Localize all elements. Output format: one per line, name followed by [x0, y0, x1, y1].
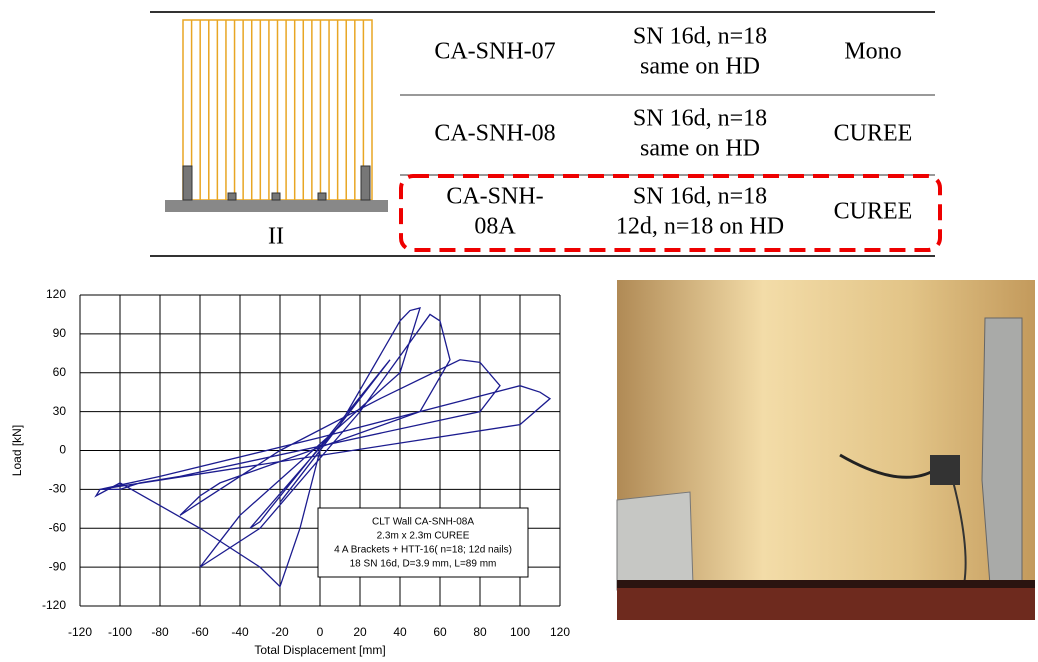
y-tick-label: 60 [53, 365, 67, 379]
x-tick-label: 0 [317, 625, 324, 639]
page: II CA-SNH-07SN 16d, n=18same on HDMonoCA… [0, 0, 1038, 662]
y-tick-label: -120 [42, 598, 66, 612]
cell-text: CUREE [834, 121, 913, 147]
y-tick-label: 120 [46, 287, 66, 301]
cell-text: SN 16d, n=18 [633, 184, 767, 210]
x-tick-label: -60 [191, 625, 209, 639]
wall-diagram: II [165, 20, 388, 250]
diagram-label: II [268, 224, 284, 250]
x-tick-label: 20 [353, 625, 367, 639]
y-tick-label: 30 [53, 404, 67, 418]
x-axis-label: Total Displacement [mm] [254, 643, 385, 657]
cell-text: CA-SNH-07 [434, 39, 555, 65]
x-tick-label: 40 [393, 625, 407, 639]
x-tick-label: -100 [108, 625, 132, 639]
annotation-text: 2.3m x 2.3m CUREE [377, 531, 470, 542]
cell-text: 08A [474, 214, 516, 240]
y-tick-label: -30 [49, 482, 67, 496]
cell-text: CA-SNH- [446, 184, 543, 210]
cell-text: same on HD [640, 54, 760, 80]
photo [617, 280, 1035, 620]
x-tick-label: -80 [151, 625, 169, 639]
x-tick-label: 120 [550, 625, 570, 639]
cell-text: CUREE [834, 199, 913, 225]
cell-text: SN 16d, n=18 [633, 24, 767, 50]
y-tick-label: -90 [49, 559, 67, 573]
cell-text: Mono [844, 39, 901, 65]
annotation-text: 4 A Brackets + HTT-16( n=18; 12d nails) [334, 545, 512, 556]
y-axis-label: Load [kN] [10, 425, 24, 476]
x-tick-label: -120 [68, 625, 92, 639]
y-tick-label: 0 [59, 443, 66, 457]
y-tick-label: -60 [49, 520, 67, 534]
cell-text: SN 16d, n=18 [633, 106, 767, 132]
chart: -120 -100 -80 -60 -40 -20 0 20 40 60 80 100 120 -120 -… [10, 287, 570, 657]
x-tick-label: 100 [510, 625, 530, 639]
table: CA-SNH-07 SN 16d, n=18 same on HD Mono CA-SN… [434, 24, 912, 240]
x-tick-label: -40 [231, 625, 249, 639]
y-tick-label: 90 [53, 326, 67, 340]
cell-text: CA-SNH-08 [434, 121, 555, 147]
annotation-text: CLT Wall CA-SNH-08A [372, 517, 474, 528]
x-tick-label: 60 [433, 625, 447, 639]
cell-text: 12d, n=18 on HD [616, 214, 784, 240]
x-tick-label: -20 [271, 625, 289, 639]
x-tick-label: 80 [473, 625, 487, 639]
cell-text: same on HD [640, 136, 760, 162]
annotation-text: 18 SN 16d, D=3.9 mm, L=89 mm [350, 559, 497, 570]
